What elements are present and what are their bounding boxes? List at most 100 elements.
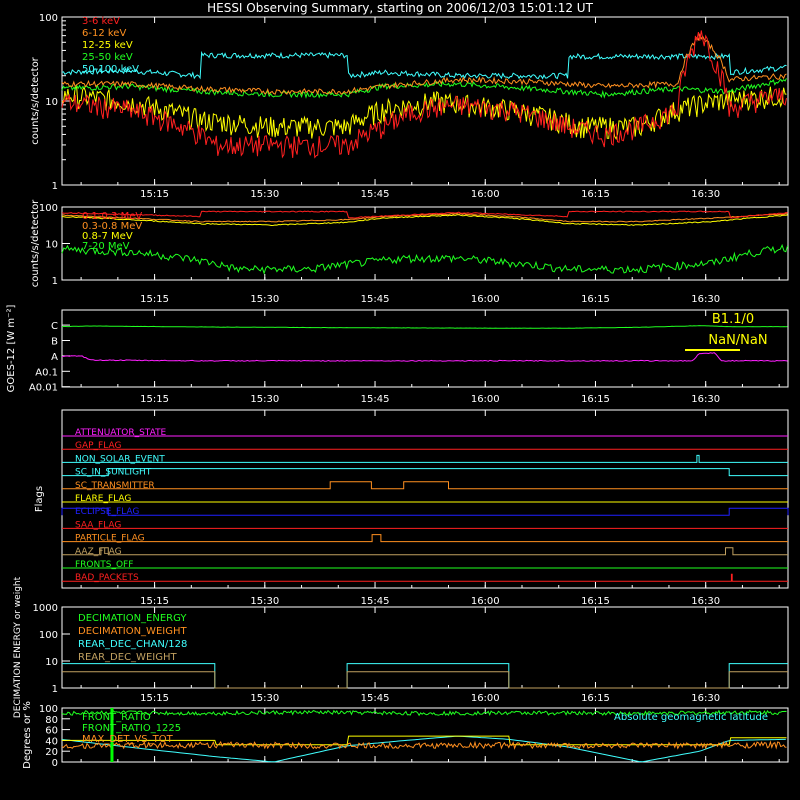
- panel2-series-0-1-0-3-MeV: [61, 210, 788, 219]
- panel1-series-3-6-keV: [61, 30, 787, 159]
- panel2-xtick-label: 16:15: [581, 294, 610, 305]
- panel1-xtick-label: 16:15: [581, 189, 610, 200]
- goes-ylabel: GOES-12 [W m⁻²]: [6, 305, 17, 393]
- flags-xtick-label: 16:15: [581, 596, 610, 607]
- panel-ylabel: counts/s/detector: [30, 56, 41, 144]
- flag-label: FLARE_FLAG: [75, 494, 131, 504]
- panel1-ytick-label: 1: [52, 181, 58, 192]
- legend-entry: FRONT_RATIO_1225: [82, 723, 181, 734]
- goes-xtick-label: 16:15: [581, 394, 610, 405]
- panel1-ytick-label: 100: [39, 13, 58, 24]
- goes-xtick-label: 15:45: [361, 394, 390, 405]
- decimation-series: [62, 663, 788, 689]
- ratio-series-FRONT-RATIO-1225: [61, 740, 787, 750]
- decimation-frame: [61, 606, 789, 689]
- legend-entry: 7-20 MeV: [82, 241, 130, 252]
- flag-row-trace: [62, 573, 788, 582]
- goes-xtick-label: 15:15: [140, 394, 169, 405]
- goes-ytick-label: A0.1: [35, 367, 58, 378]
- panel1-xtick-label: 16:30: [691, 189, 720, 200]
- goes-xtick-label: 15:30: [250, 394, 279, 405]
- flags-xtick-label: 15:15: [140, 596, 169, 607]
- goes-series-goes-short: [61, 352, 788, 362]
- decimation-xtick-label: 16:30: [691, 693, 720, 704]
- flags-ylabel: Flags: [34, 486, 45, 512]
- ratio-ytick-label: 40: [45, 736, 58, 747]
- flag-label: AAZ_FLAG: [75, 547, 122, 557]
- ratio-ylabel: Degrees or %: [22, 701, 33, 769]
- flags-frame: [61, 409, 789, 589]
- flags-xtick-label: 15:45: [361, 596, 390, 607]
- decimation-xtick-label: 16:15: [581, 693, 610, 704]
- goes-ytick-label: A: [51, 352, 58, 363]
- goes-series-goes-long: [61, 325, 788, 329]
- legend-entry: 0.1-0.3 MeV: [82, 211, 142, 222]
- legend-entry: MAX_DET_VS_TOT: [82, 734, 174, 745]
- panel1-xtick-label: 15:15: [140, 189, 169, 200]
- decimation-series: [62, 671, 788, 689]
- panel2-xtick-label: 16:30: [691, 294, 720, 305]
- legend-entry: DECIMATION_WEIGHT: [78, 626, 187, 637]
- flags-xtick-label: 16:30: [691, 596, 720, 607]
- panel1-series-12-25-keV: [61, 86, 787, 141]
- panel2-xtick-label: 15:15: [140, 294, 169, 305]
- panel2-series-0-3-0-8-MeV: [61, 212, 788, 223]
- flag-label: FRONTS_OFF: [75, 560, 133, 570]
- decimation-xtick-label: 16:00: [471, 693, 500, 704]
- goes-frame: [61, 309, 789, 388]
- ratio-series-FRONT-RATIO: [61, 709, 787, 717]
- flag-label: ECLIPSE_FLAG: [75, 507, 139, 517]
- panel1-series-25-50-keV: [61, 78, 787, 99]
- ratio-series-MAX-DET-VS-TOT: [62, 735, 787, 746]
- legend-entry: REAR_DEC_WEIGHT: [78, 652, 177, 663]
- flag-row-trace: [62, 468, 788, 477]
- legend-entry: 6-12 keV: [82, 28, 126, 39]
- decimation-xtick-label: 15:15: [140, 693, 169, 704]
- flag-row-trace: [62, 481, 788, 490]
- goes-ytick-label: B: [51, 336, 58, 347]
- panel-ylabel: counts/s/detector: [30, 199, 41, 287]
- decimation-ytick-label: 1: [52, 684, 58, 695]
- panel2-ytick-label: 1: [52, 276, 58, 287]
- legend-entry: DECIMATION_ENERGY: [78, 613, 187, 624]
- flag-label: SC_TRANSMITTER: [75, 481, 155, 491]
- panel2-xtick-label: 15:45: [361, 294, 390, 305]
- goes-xtick-label: 16:30: [691, 394, 720, 405]
- decimation-ytick-label: 100: [39, 630, 58, 641]
- panel1-series-6-12-keV: [61, 33, 787, 96]
- ratio-ytick-label: 0: [52, 758, 58, 769]
- goes-ytick-label: C: [51, 321, 58, 332]
- flags-xtick-label: 16:00: [471, 596, 500, 607]
- flag-label: SAA_FLAG: [75, 520, 121, 530]
- panel2-series-7-20-MeV: [61, 243, 789, 275]
- flag-row-trace: [62, 547, 788, 556]
- decimation-ylabel: DECIMATION ENERGY or weight: [13, 576, 23, 718]
- panel2-ytick-label: 100: [39, 203, 58, 214]
- flag-label: ATTENUATOR_STATE: [75, 428, 167, 438]
- panel1-ytick-label: 10: [45, 97, 58, 108]
- ratio-ytick-label: 60: [45, 726, 58, 737]
- decimation-ytick-label: 10: [45, 657, 58, 668]
- decimation-xtick-label: 15:45: [361, 693, 390, 704]
- ratio-frame: [61, 707, 789, 763]
- panel1-xtick-label: 15:30: [250, 189, 279, 200]
- legend-entry: FRONT_RATIO: [82, 712, 151, 723]
- panel2-series-0-8-7-MeV: [61, 214, 788, 227]
- flag-row-trace: [62, 454, 788, 463]
- legend-entry: REAR_DEC_CHAN/128: [78, 639, 187, 650]
- ratio-ytick-label: 100: [39, 704, 58, 715]
- goes-annotation-bottom: NaN/NaN: [708, 333, 767, 348]
- ratio-ytick-label: 80: [45, 715, 58, 726]
- legend-entry: 3-6 keV: [82, 16, 120, 27]
- legend-entry: 25-50 keV: [82, 52, 133, 63]
- panel1-xtick-label: 16:00: [471, 189, 500, 200]
- chart-title: HESSI Observing Summary, starting on 200…: [207, 1, 593, 15]
- panel1-xtick-label: 15:45: [361, 189, 390, 200]
- ratio-series-Absolute-geomagnetic-latitude: [61, 735, 786, 763]
- legend-entry: 0.8-7 MeV: [82, 231, 133, 242]
- decimation-ytick-label: 1000: [33, 603, 58, 614]
- flag-label: SC_IN_SUNLIGHT: [75, 468, 152, 478]
- ratio-annotation: Absolute geomagnetic latitude: [614, 712, 768, 723]
